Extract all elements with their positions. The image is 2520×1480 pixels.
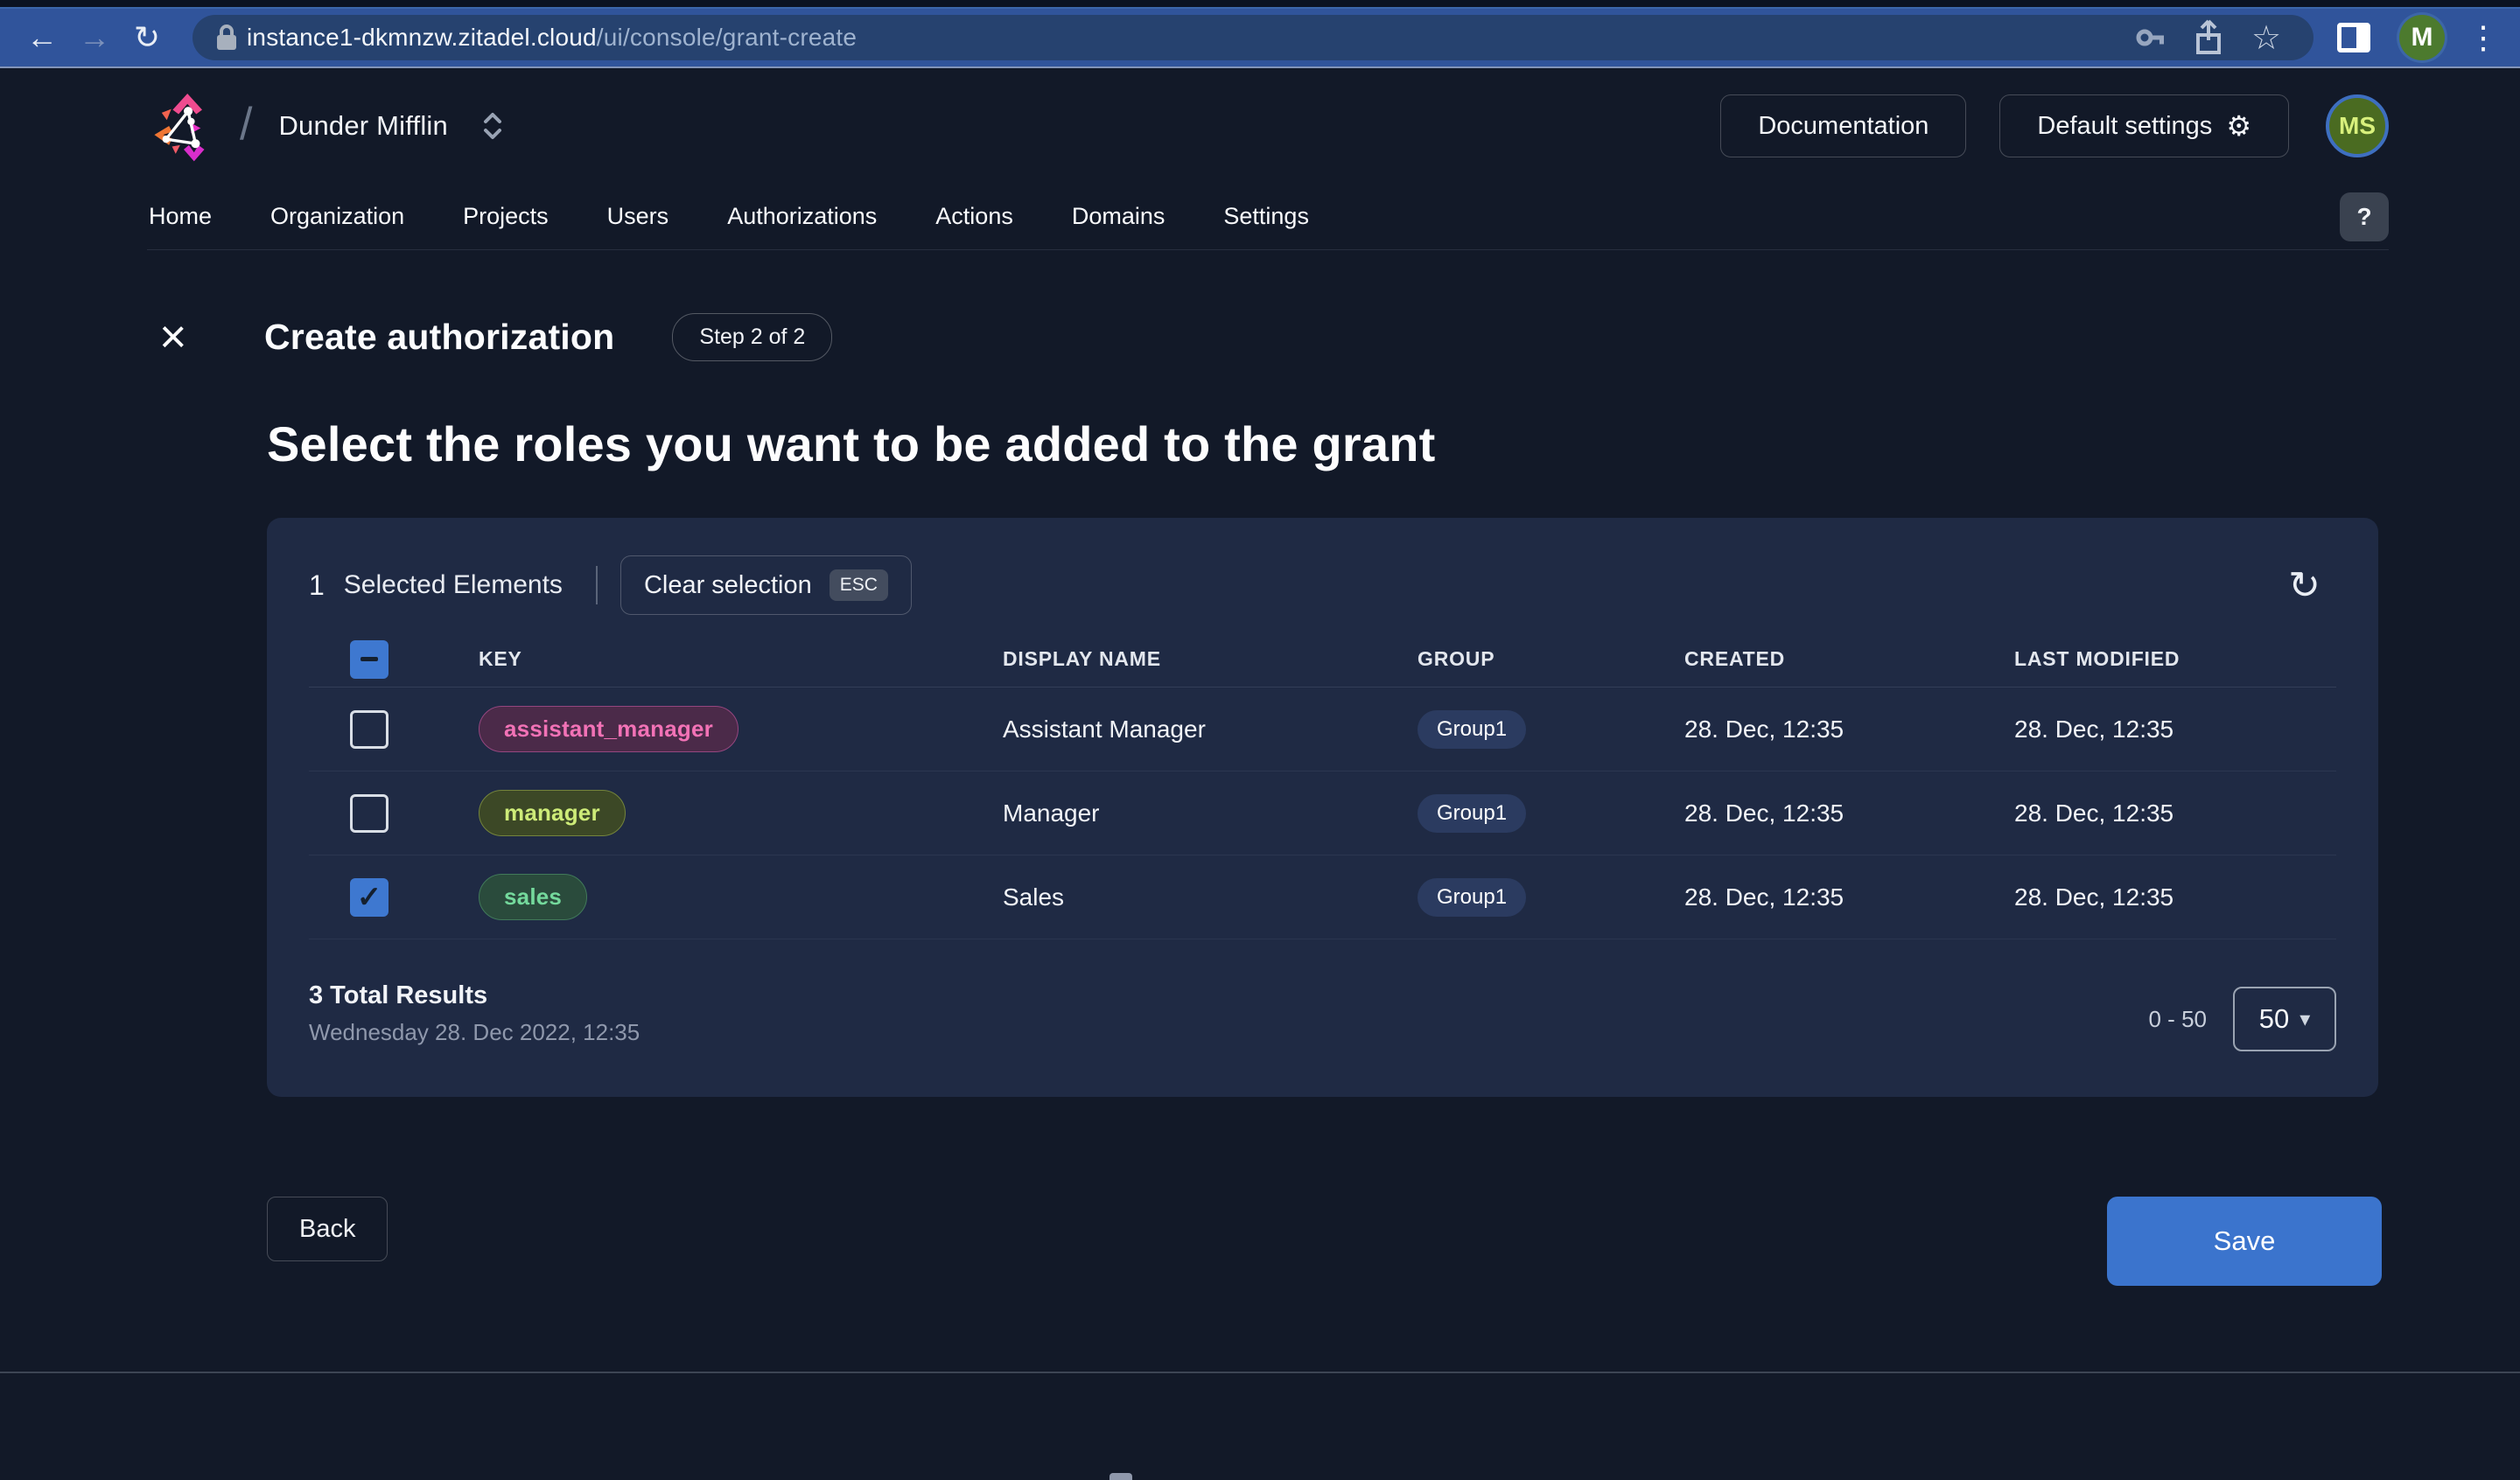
- save-button[interactable]: Save: [2107, 1197, 2382, 1286]
- default-settings-button[interactable]: Default settings ⚙: [1999, 94, 2289, 157]
- browser-chrome: ← → ↻ instance1-dkmnzw.zitadel.cloud/ui/…: [0, 0, 2520, 68]
- browser-frame-strip: [0, 0, 2520, 7]
- role-key-badge: assistant_manager: [479, 706, 738, 752]
- step-badge: Step 2 of 2: [672, 313, 833, 361]
- zitadel-logo[interactable]: [147, 87, 220, 164]
- page-size-value: 50: [2258, 1003, 2290, 1034]
- user-avatar[interactable]: MS: [2326, 94, 2389, 157]
- address-bar[interactable]: instance1-dkmnzw.zitadel.cloud/ui/consol…: [192, 15, 2314, 60]
- default-settings-label: Default settings: [2037, 111, 2213, 140]
- main-nav: Home Organization Projects Users Authori…: [147, 184, 2389, 250]
- url-text[interactable]: instance1-dkmnzw.zitadel.cloud/ui/consol…: [247, 24, 857, 52]
- org-switcher-icon[interactable]: [481, 110, 504, 142]
- footer-logo-partial: [1110, 1473, 1132, 1480]
- role-key-badge: manager: [479, 790, 626, 836]
- close-icon[interactable]: ×: [159, 310, 187, 363]
- nav-item-users[interactable]: Users: [606, 203, 669, 229]
- nav-item-organization[interactable]: Organization: [270, 203, 405, 229]
- bottom-divider: [0, 1372, 2520, 1373]
- role-group-badge: Group1: [1418, 709, 1527, 749]
- browser-toolbar: ← → ↻ instance1-dkmnzw.zitadel.cloud/ui/…: [0, 7, 2520, 68]
- refresh-icon[interactable]: ↻: [2288, 563, 2320, 607]
- role-created: 28. Dec, 12:35: [1684, 799, 1844, 827]
- pagination-range: 0 - 50: [2148, 1005, 2208, 1032]
- nav-item-actions[interactable]: Actions: [935, 203, 1013, 229]
- help-button[interactable]: ?: [2340, 192, 2389, 241]
- reload-icon[interactable]: ↻: [133, 19, 161, 55]
- app-header: / Dunder Mifflin Documentation Default s…: [0, 68, 2520, 250]
- nav-item-domains[interactable]: Domains: [1071, 203, 1166, 229]
- column-group: GROUP: [1418, 647, 1495, 670]
- nav-item-authorizations[interactable]: Authorizations: [727, 203, 878, 229]
- selected-elements-label: Selected Elements: [343, 570, 563, 599]
- row-checkbox-checked[interactable]: ✓: [350, 877, 388, 917]
- row-checkbox[interactable]: [350, 709, 388, 749]
- footer-timestamp: Wednesday 28. Dec 2022, 12:35: [309, 1019, 640, 1045]
- back-button[interactable]: Back: [267, 1197, 388, 1261]
- column-last-modified: LAST MODIFIED: [2014, 647, 2180, 670]
- column-display-name: DISPLAY NAME: [1003, 647, 1161, 670]
- table-row-assistant-manager[interactable]: assistant_manager Assistant Manager Grou…: [309, 688, 2336, 771]
- table-row-manager[interactable]: manager Manager Group1 28. Dec, 12:35 28…: [309, 771, 2336, 855]
- table-header-row: KEY DISPLAY NAME GROUP CREATED LAST MODI…: [309, 632, 2336, 688]
- breadcrumb-slash: /: [240, 99, 253, 150]
- form-actions: Back Save: [267, 1197, 2382, 1286]
- chevron-down-icon: ▾: [2300, 1007, 2311, 1031]
- documentation-label: Documentation: [1758, 111, 1929, 140]
- back-icon[interactable]: ←: [26, 19, 58, 55]
- role-display-name: Sales: [1003, 883, 1065, 911]
- selection-bar: 1 Selected Elements Clear selection ESC …: [309, 555, 2336, 616]
- esc-key-badge: ESC: [829, 569, 888, 601]
- role-created: 28. Dec, 12:35: [1684, 883, 1844, 911]
- nav-item-projects[interactable]: Projects: [463, 203, 549, 229]
- row-checkbox[interactable]: [350, 793, 388, 833]
- page-size-select[interactable]: 50 ▾: [2233, 987, 2336, 1051]
- org-name[interactable]: Dunder Mifflin: [278, 110, 448, 141]
- selected-count: 1: [309, 569, 325, 601]
- clear-selection-button[interactable]: Clear selection ESC: [620, 555, 912, 615]
- roles-table-card: 1 Selected Elements Clear selection ESC …: [267, 518, 2378, 1097]
- role-last-modified: 28. Dec, 12:35: [2014, 799, 2174, 827]
- browser-profile-avatar[interactable]: M: [2399, 15, 2445, 60]
- url-host: instance1-dkmnzw.zitadel.cloud: [247, 24, 597, 51]
- nav-item-home[interactable]: Home: [149, 203, 213, 229]
- documentation-button[interactable]: Documentation: [1720, 94, 1967, 157]
- column-key: KEY: [479, 647, 522, 670]
- share-icon[interactable]: [2184, 19, 2233, 56]
- password-key-icon[interactable]: [2126, 20, 2175, 55]
- bookmark-star-icon[interactable]: ☆: [2250, 19, 2282, 57]
- page-title: Create authorization: [264, 317, 615, 357]
- side-panel-icon[interactable]: [2329, 23, 2378, 52]
- clear-selection-label: Clear selection: [643, 570, 812, 599]
- role-display-name: Manager: [1003, 799, 1100, 827]
- nav-item-settings[interactable]: Settings: [1223, 203, 1309, 229]
- create-authorization-header: × Create authorization Step 2 of 2: [159, 313, 2520, 361]
- roles-table: KEY DISPLAY NAME GROUP CREATED LAST MODI…: [309, 632, 2336, 939]
- roles-heading: Select the roles you want to be added to…: [267, 416, 1436, 471]
- selection-divider: [595, 566, 598, 604]
- role-last-modified: 28. Dec, 12:35: [2014, 883, 2174, 911]
- gear-icon: ⚙: [2226, 110, 2251, 142]
- column-created: CREATED: [1684, 647, 1786, 670]
- role-group-badge: Group1: [1418, 793, 1527, 833]
- table-footer: 3 Total Results Wednesday 28. Dec 2022, …: [309, 939, 2336, 1051]
- total-results: 3 Total Results: [309, 981, 488, 1009]
- url-path: /ui/console/grant-create: [596, 24, 858, 51]
- role-last-modified: 28. Dec, 12:35: [2014, 715, 2174, 743]
- role-group-badge: Group1: [1418, 877, 1527, 917]
- browser-menu-icon[interactable]: ⋮: [2468, 19, 2499, 55]
- select-all-checkbox[interactable]: [350, 639, 388, 679]
- role-key-badge: sales: [479, 874, 588, 920]
- lock-icon: [215, 24, 238, 52]
- table-row-sales[interactable]: ✓ sales Sales Group1 28. Dec, 12:35 28. …: [309, 855, 2336, 939]
- forward-icon[interactable]: →: [79, 19, 110, 55]
- role-display-name: Assistant Manager: [1003, 715, 1206, 743]
- role-created: 28. Dec, 12:35: [1684, 715, 1844, 743]
